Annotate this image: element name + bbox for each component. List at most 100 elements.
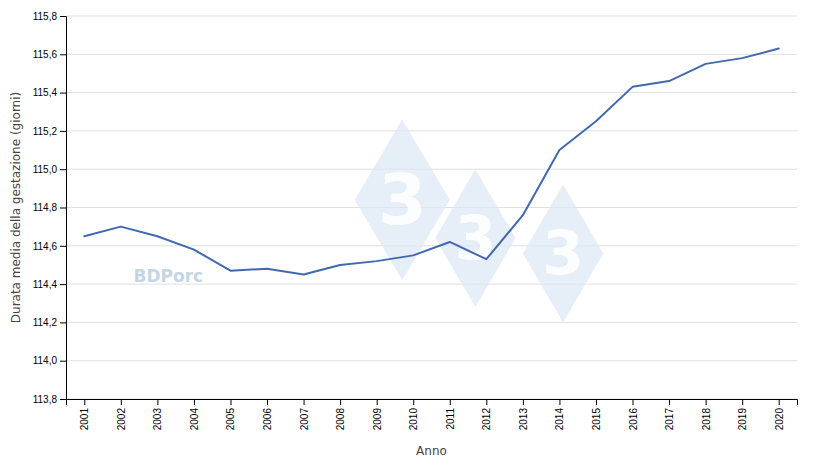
tick-mark <box>486 399 487 405</box>
tick-label: 113,8 <box>33 394 58 405</box>
tick: 115,4 <box>33 87 66 98</box>
tick-mark <box>377 399 378 405</box>
tick-mark <box>60 169 66 170</box>
tick: 2009 <box>372 399 383 430</box>
tick-mark <box>60 322 66 323</box>
tick-mark <box>450 399 451 405</box>
tick-mark <box>304 399 305 405</box>
tick-mark <box>84 399 85 405</box>
tick: 2006 <box>262 399 273 430</box>
tick-mark <box>413 399 414 405</box>
tick: 2013 <box>518 399 529 430</box>
tick: 114,8 <box>33 202 66 213</box>
tick-label: 114,4 <box>33 279 58 290</box>
tick-label: 115,8 <box>33 11 58 22</box>
tick-label: 2017 <box>664 408 675 431</box>
tick-mark <box>742 399 743 405</box>
axis-line <box>60 17 67 400</box>
tick: 113,8 <box>33 394 66 405</box>
tick-mark <box>596 399 597 405</box>
tick-mark <box>633 399 634 405</box>
tick: 2012 <box>481 399 492 430</box>
line <box>84 49 778 275</box>
chart: BDPorc333113,8114,0114,2114,4114,6114,81… <box>0 0 819 461</box>
tick-mark <box>60 284 66 285</box>
tick-label: 114,0 <box>33 355 58 366</box>
tick: 115,0 <box>33 164 66 175</box>
tick-label: 2018 <box>701 408 712 431</box>
grid-line <box>66 130 797 131</box>
tick-label: 2014 <box>554 408 565 431</box>
tick: 114,4 <box>33 279 66 290</box>
watermark: BDPorc333 <box>134 119 604 322</box>
watermark-text: 3 <box>542 218 584 288</box>
tick-label: 2009 <box>372 408 383 431</box>
grid-line <box>66 92 797 93</box>
tick-mark <box>60 131 66 132</box>
tick: 2004 <box>189 399 200 430</box>
tick-mark <box>267 399 268 405</box>
tick-mark <box>230 399 231 405</box>
watermark-text: 3 <box>378 159 427 241</box>
watermark-text: 3 <box>454 203 496 273</box>
tick: 2005 <box>225 399 236 430</box>
tick: 115,2 <box>33 126 66 137</box>
tick-label: 2003 <box>152 408 163 431</box>
grid-line <box>66 245 797 246</box>
tick: 2010 <box>408 399 419 430</box>
tick-mark <box>60 399 66 400</box>
axis-line <box>67 400 798 406</box>
tick: 115,8 <box>33 11 66 22</box>
tick-label: 2001 <box>79 408 90 431</box>
tick: 114,6 <box>33 241 66 252</box>
tick-label: 2013 <box>518 408 529 431</box>
tick: 2017 <box>664 399 675 430</box>
tick-mark <box>60 246 66 247</box>
tick: 2007 <box>299 399 310 430</box>
tick-mark <box>340 399 341 405</box>
tick-mark <box>779 399 780 405</box>
tick-mark <box>523 399 524 405</box>
tick-label: 2008 <box>335 408 346 431</box>
x-axis: 2001 2002 2003 2004 2005 2006 2007 2008 2009 2010… <box>67 399 798 430</box>
tick-label: 115,4 <box>33 87 58 98</box>
tick: 2014 <box>554 399 565 430</box>
tick-mark <box>60 93 66 94</box>
tick-mark <box>157 399 158 405</box>
tick-label: 114,2 <box>33 317 58 328</box>
grid <box>66 16 797 399</box>
tick-mark <box>706 399 707 405</box>
tick-label: 2010 <box>408 408 419 431</box>
tick-mark <box>121 399 122 405</box>
watermark-text: BDPorc <box>134 266 204 286</box>
tick-label: 2004 <box>189 408 200 431</box>
tick-label: 2002 <box>116 408 127 431</box>
y-axis: 113,8 114,0 114,2 114,4 114,6 114,8 115,0 115,2… <box>33 11 67 405</box>
tick: 2002 <box>116 399 127 430</box>
grid-line <box>66 54 797 55</box>
tick-label: 2011 <box>445 408 456 430</box>
tick: 2015 <box>591 399 602 430</box>
tick: 114,2 <box>33 317 66 328</box>
tick: 2011 <box>445 399 456 430</box>
tick: 2016 <box>628 399 639 430</box>
grid-line <box>66 16 797 17</box>
grid-line <box>66 322 797 323</box>
tick-label: 2020 <box>774 408 785 431</box>
tick-mark <box>194 399 195 405</box>
tick-label: 2015 <box>591 408 602 431</box>
tick: 2020 <box>774 399 785 430</box>
tick-mark <box>60 361 66 362</box>
x-axis-title: Anno <box>416 444 447 458</box>
tick: 114,0 <box>33 355 66 366</box>
watermark-diamond <box>523 185 603 323</box>
series <box>84 49 778 275</box>
tick-label: 2019 <box>737 408 748 431</box>
tick: 2019 <box>737 399 748 430</box>
tick-label: 115,0 <box>33 164 58 175</box>
tick-label: 114,6 <box>33 241 58 252</box>
tick-mark <box>60 54 66 55</box>
tick-mark <box>60 208 66 209</box>
tick-label: 2012 <box>481 408 492 431</box>
y-axis-title: Durata media della gestazione (giorni) <box>9 92 23 323</box>
